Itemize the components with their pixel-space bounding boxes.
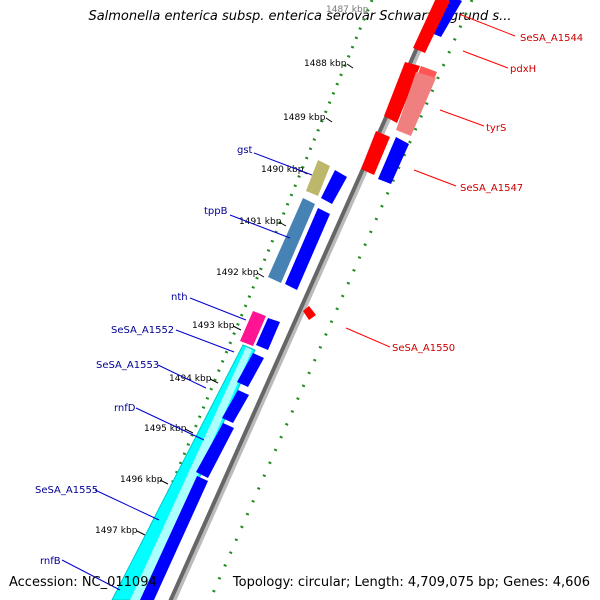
- tick-leader: [136, 530, 146, 536]
- tick-leader: [184, 428, 194, 434]
- gene-label-rnfb[interactable]: rnfB: [40, 556, 61, 567]
- label-leader: [229, 214, 291, 239]
- tick-leader: [159, 479, 169, 485]
- gene-feature-gst[interactable]: [306, 160, 330, 196]
- tick-label: 1489 kbp: [283, 113, 326, 123]
- gene-feature-blue[interactable]: [378, 137, 409, 184]
- accession-text: Accession: NC_011094: [9, 575, 157, 590]
- label-leader: [345, 327, 391, 348]
- tick-label: 1490 kbp: [261, 165, 304, 175]
- tick-leader: [325, 117, 333, 123]
- gene-label-sesa-a1552[interactable]: SeSA_A1552: [111, 325, 174, 336]
- gene-feature-sesa-a1550[interactable]: [303, 306, 316, 320]
- tick-leader: [232, 325, 242, 331]
- gene-label-rnfd[interactable]: rnfD: [114, 403, 136, 414]
- tick-label: 1494 kbp: [169, 374, 212, 384]
- label-leader: [189, 297, 247, 321]
- gene-label-tyrs[interactable]: tyrS: [486, 123, 506, 134]
- tick-leaders: [136, 63, 354, 536]
- tick-track-outer: [208, 0, 474, 600]
- tick-leader: [209, 378, 219, 384]
- label-leader: [458, 13, 516, 37]
- gene-label-gst[interactable]: gst: [237, 145, 253, 156]
- gene-feature-blue[interactable]: [429, 0, 462, 37]
- tick-label: 1496 kbp: [120, 475, 163, 485]
- gene-label-pdxh[interactable]: pdxH: [510, 64, 536, 75]
- label-leader: [135, 407, 205, 441]
- gene-feature-blue[interactable]: [237, 353, 264, 387]
- gene-label-nth[interactable]: nth: [171, 292, 188, 303]
- gene-feature-blue[interactable]: [321, 170, 347, 204]
- tick-leader: [346, 63, 354, 69]
- gene-feature-tyrs[interactable]: [396, 72, 436, 136]
- label-leader: [439, 109, 485, 127]
- tick-label: 1497 kbp: [95, 526, 138, 536]
- gene-label-sesa-a1555[interactable]: SeSA_A1555: [35, 485, 98, 496]
- tick-label: 1495 kbp: [144, 424, 187, 434]
- tick-label: 1492 kbp: [216, 268, 259, 278]
- gene-feature-nth[interactable]: [240, 311, 266, 346]
- summary-text: Topology: circular; Length: 4,709,075 bp…: [232, 575, 590, 590]
- label-leader: [157, 364, 207, 389]
- tick-leader: [278, 221, 287, 227]
- tick-label: 1487 kbp: [326, 5, 369, 15]
- gene-feature-red[interactable]: [361, 131, 390, 175]
- label-leader: [462, 50, 509, 69]
- gene-label-tppb[interactable]: tppB: [204, 206, 228, 217]
- tick-leader: [256, 272, 265, 278]
- gene-feature-blue[interactable]: [256, 318, 280, 350]
- right-leaders: [345, 13, 516, 348]
- gene-label-sesa-a1547[interactable]: SeSA_A1547: [460, 183, 523, 194]
- gene-feature-red[interactable]: [384, 62, 420, 123]
- map-title: Salmonella enterica subsp. enterica sero…: [88, 9, 512, 24]
- left-leaders: [61, 152, 313, 591]
- label-leader: [253, 152, 313, 176]
- gene-feature-tppb[interactable]: [268, 198, 315, 283]
- label-leader: [94, 489, 160, 521]
- tick-label: 1488 kbp: [304, 59, 347, 69]
- label-leader: [413, 169, 457, 187]
- gene-feature-red[interactable]: [413, 0, 450, 53]
- tick-label: 1491 kbp: [239, 217, 282, 227]
- gene-feature-blue[interactable]: [140, 476, 208, 600]
- label-leader: [61, 559, 121, 591]
- gene-feature-blue[interactable]: [222, 390, 249, 423]
- gene-label-sesa-a1550[interactable]: SeSA_A1550: [392, 343, 455, 354]
- label-leader: [175, 329, 235, 353]
- tick-label: 1493 kbp: [192, 321, 235, 331]
- gene-label-sesa-a1544[interactable]: SeSA_A1544: [520, 33, 583, 44]
- gene-feature-cyan-highlight: [130, 347, 252, 600]
- gene-label-sesa-a1553[interactable]: SeSA_A1553: [96, 360, 159, 371]
- gene-feature-blue[interactable]: [196, 423, 234, 478]
- gene-feature-blue[interactable]: [285, 208, 330, 290]
